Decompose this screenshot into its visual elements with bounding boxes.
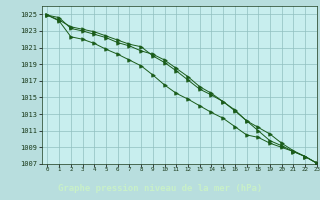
Text: Graphe pression niveau de la mer (hPa): Graphe pression niveau de la mer (hPa): [58, 184, 262, 193]
